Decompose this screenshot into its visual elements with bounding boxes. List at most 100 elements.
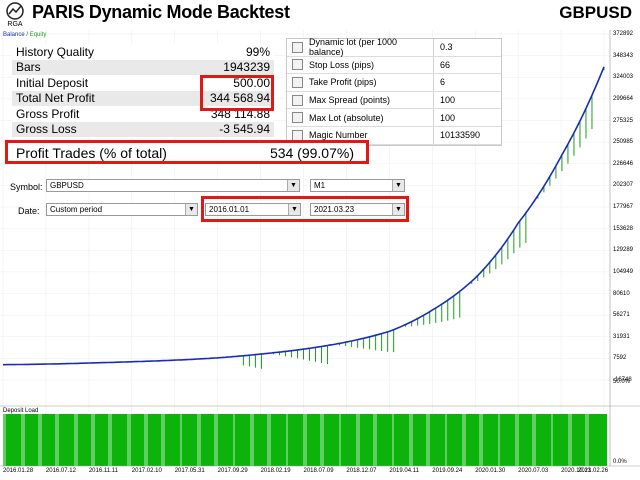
parameter-row: Take Profit (pips) 6 [287,74,501,92]
stat-value: 99% [245,44,270,59]
highlight-initial-deposit [200,75,274,111]
parameter-name: Magic Number [307,126,434,144]
stats-row: Bars 1943239 [12,59,274,75]
brand-logo: RGA [2,1,28,29]
x-tick-label: 2017.09.29 [217,468,248,474]
timeframe-select-value: M1 [314,181,326,190]
date-mode-value: Custom period [50,205,103,214]
y-tick-label: 372892 [613,31,634,37]
chevron-down-icon[interactable]: ▼ [185,204,197,215]
rga-logo-icon [6,2,24,20]
deposit-load-area [3,414,607,466]
parameter-value[interactable]: 100 [440,95,456,106]
parameter-name: Stop Loss (pips) [307,56,434,74]
stat-label: History Quality [16,44,95,59]
stat-label: Gross Profit [16,106,80,121]
x-tick-label: 2020.10.13 [561,468,592,474]
symbol-label: Symbol: [10,182,43,192]
y-tick-label: 104949 [613,268,634,275]
date-from-value: 2016.01.01 [209,205,250,214]
y-tick-label: 80610 [613,290,630,297]
timeframe-select[interactable]: M1 ▼ [310,179,405,192]
symbol-select-value: GBPUSD [50,181,84,190]
stats-row: History Quality 99% [12,44,274,60]
y-tick-label: 153628 [613,225,634,232]
balance-equity-label: Balance / Equity [3,32,46,38]
parameter-value[interactable]: 0.3 [440,42,453,53]
profit-trades-value: 534 (99.07%) [269,145,354,161]
chevron-down-icon[interactable]: ▼ [287,180,299,191]
balance-legend: Balance [3,32,25,38]
equity-series [242,66,605,369]
deposit-load-label: Deposit Load [3,408,39,414]
logo-text: RGA [7,21,23,28]
stat-label: Initial Deposit [16,75,89,90]
x-tick-label: 2018.07.09 [303,468,334,474]
chevron-down-icon[interactable]: ▼ [392,204,404,215]
parameter-value[interactable]: 100 [440,112,456,123]
parameter-checkbox[interactable] [292,94,303,106]
stat-label: Bars [12,59,159,75]
y-tick-label: 177967 [613,204,634,210]
page-title: PARIS Dynamic Mode Backtest [32,2,290,22]
y-tick-label: 324003 [613,74,634,81]
chevron-down-icon[interactable]: ▼ [392,180,404,191]
stats-table: History Quality 99% Bars 1943239 Initial Dep… [12,44,274,137]
parameter-checkbox[interactable] [292,41,303,53]
parameter-value[interactable]: 6 [440,77,446,88]
x-tick-label: 2016.01.28 [3,468,34,474]
deposit-load-bars [2,414,607,466]
chevron-down-icon[interactable]: ▼ [288,204,300,215]
stat-value: 344 568.94 [158,90,274,106]
date-label: Date: [18,206,40,216]
parameter-value[interactable]: 66 [440,59,451,70]
profit-trades-label: Profit Trades (% of total) [16,145,167,161]
header-bar: RGA PARIS Dynamic Mode Backtest GBPUSD [0,0,640,30]
parameter-name: Take Profit (pips) [307,74,434,91]
equity-legend: Equity [29,32,47,38]
date-to-picker[interactable]: 2021.03.23 ▼ [310,203,405,216]
stat-value: 500.00 [233,75,270,90]
y-tick-label: 129289 [613,247,634,254]
y-tick-label: 31931 [613,333,630,340]
parameter-row: Stop Loss (pips) 66 [287,56,501,75]
parameter-value[interactable]: 10133590 [440,130,481,141]
y-tick-label: 250985 [613,139,634,146]
date-to-value: 2021.03.23 [314,205,355,214]
x-tick-label: 2020.07.03 [518,468,549,474]
parameter-row: Max Lot (absolute) 100 [287,109,501,127]
x-tick-label: 2017.02.10 [131,468,162,474]
y-tick-label: 202307 [613,182,634,189]
x-tick-label: 2019.09.24 [432,468,463,474]
symbol-select[interactable]: GBPUSD ▼ [46,179,300,192]
x-tick-label: 2018.12.07 [346,468,377,474]
parameter-name: Max Spread (points) [307,91,434,109]
y-tick-label: 348343 [613,52,634,59]
parameter-row: Max Spread (points) 100 [287,91,501,110]
x-tick-label: 2020.01.30 [475,468,506,474]
stats-row: Initial Deposit 500.00 [12,75,274,91]
deposit-axis-label: 50.0% [613,379,631,385]
date-from-picker[interactable]: 2016.01.01 ▼ [205,203,301,216]
x-tick-label: 2019.04.11 [389,468,419,474]
x-tick-label: 2017.05.31 [174,468,205,474]
highlight-date-range [201,196,409,222]
parameters-panel: Dynamic lot (per 1000 balance) 0.3 Stop Lo… [286,37,502,146]
parameter-checkbox[interactable] [292,76,303,88]
x-tick-label: 2018.02.19 [260,468,291,474]
legend-separator: / [24,32,30,38]
stat-value: 1943239 [158,59,274,75]
stats-row: Gross Loss -3 545.94 [12,121,274,137]
balance-line [3,66,605,366]
y-tick-label: 7592 [613,355,627,362]
parameter-checkbox[interactable] [292,112,303,124]
y-tick-label: 226646 [613,160,634,167]
symbol-title: GBPUSD [559,3,632,22]
parameter-row: Dynamic lot (per 1000 balance) 0.3 [287,37,501,57]
parameter-checkbox[interactable] [292,59,303,71]
parameter-name: Dynamic lot (per 1000 balance) [307,37,434,57]
y-tick-label: 275325 [613,117,634,124]
date-mode-select[interactable]: Custom period ▼ [46,203,198,216]
y-tick-label: 299664 [613,95,634,102]
stat-label: Gross Loss [12,121,159,137]
